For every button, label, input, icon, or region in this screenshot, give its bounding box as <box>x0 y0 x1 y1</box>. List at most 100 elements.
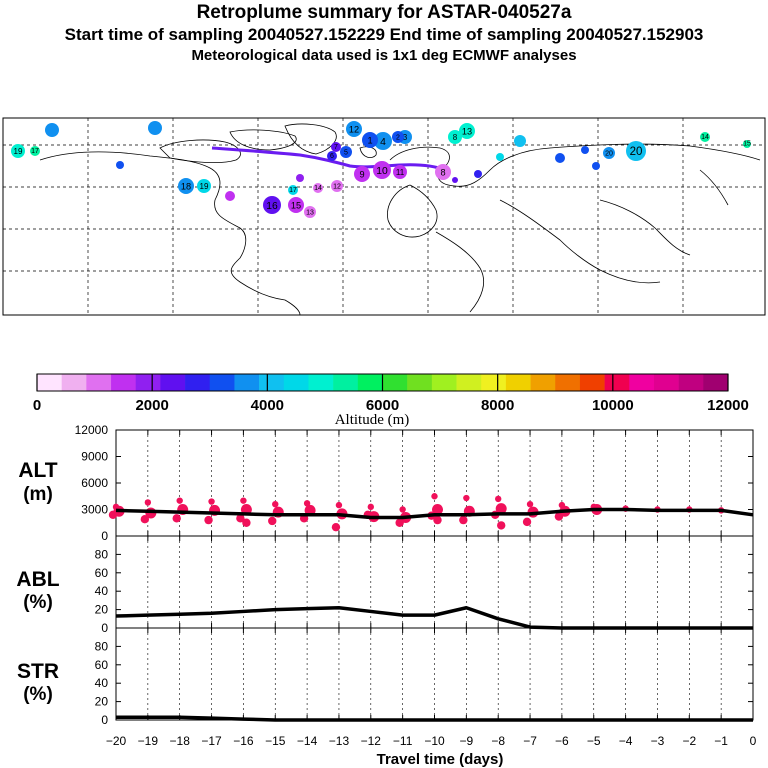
alt-point <box>108 510 118 519</box>
alt-point <box>495 495 502 503</box>
colorbar-swatch <box>703 374 729 391</box>
colorbar-swatch <box>505 374 531 391</box>
plume-dot <box>296 174 304 182</box>
colorbar-tick-label: 2000 <box>135 397 168 414</box>
y-tick-label: 40 <box>95 584 109 598</box>
alt-point <box>433 515 442 525</box>
x-tick-label: −7 <box>523 734 537 748</box>
colorbar-swatch <box>37 374 62 391</box>
plume-marker <box>263 196 281 214</box>
plume-dot <box>514 135 526 147</box>
alt-point <box>236 514 245 523</box>
alt-point <box>331 522 341 532</box>
plume-marker <box>700 132 710 142</box>
colorbar-swatch <box>604 374 630 391</box>
plume-marker-label: 4 <box>380 137 386 148</box>
plume-marker <box>373 161 391 179</box>
colorbar-swatch <box>86 374 112 391</box>
x-tick-label: −14 <box>297 734 318 748</box>
y-tick-label: 0 <box>101 621 108 635</box>
plume-marker <box>197 179 211 193</box>
colorbar-tick-label: 4000 <box>251 397 284 414</box>
y-tick-label: 0 <box>101 529 108 543</box>
x-tick-label: −10 <box>424 734 445 748</box>
colorbar-swatch <box>160 374 186 391</box>
panel-label: STR <box>17 660 59 683</box>
alt-point <box>554 512 564 521</box>
plume-marker <box>331 142 341 152</box>
x-tick-label: −15 <box>265 734 286 748</box>
x-tick-label: −13 <box>329 734 350 748</box>
alt-point <box>463 494 470 502</box>
plume-marker <box>626 141 646 161</box>
plume-marker-label: 10 <box>376 166 388 177</box>
colorbar-swatch <box>234 374 260 391</box>
alt-point <box>367 503 374 511</box>
colorbar-tick-label: 6000 <box>366 397 399 414</box>
alt-point <box>240 497 247 504</box>
alt-point <box>459 515 468 525</box>
plume-marker <box>743 140 751 148</box>
panel-label: ALT <box>18 459 57 482</box>
time-series-panels: 030006000900012000ALT(m)020406080ABL(%)0… <box>16 423 756 748</box>
chart-title: Retroplume summary for ASTAR-040527a <box>196 2 572 23</box>
alt-point <box>140 515 150 524</box>
plume-marker-label: 17 <box>31 148 39 155</box>
y-tick-label: 9000 <box>81 450 108 464</box>
x-tick-label: −11 <box>393 734 413 748</box>
colorbar-swatch <box>333 374 359 391</box>
colorbar-label: Altitude (m) <box>335 412 410 428</box>
plume-marker-label: 5 <box>344 150 348 157</box>
x-tick-label: −18 <box>170 734 191 748</box>
plume-marker-label: 13 <box>462 126 472 136</box>
y-tick-label: 3000 <box>81 503 108 517</box>
y-tick-label: 80 <box>95 547 109 561</box>
colorbar-swatch <box>629 374 655 391</box>
plume-marker <box>288 185 298 195</box>
colorbar-swatch <box>407 374 433 391</box>
colorbar-swatch <box>579 374 605 391</box>
plume-marker <box>459 123 475 139</box>
colorbar-swatch <box>678 374 704 391</box>
plume-marker-label: 15 <box>743 141 751 148</box>
alt-point <box>399 506 406 513</box>
plume-trajectory <box>211 146 446 172</box>
x-tick-label: −6 <box>555 734 569 748</box>
colorbar-swatch <box>357 374 383 391</box>
x-tick-label: −4 <box>619 734 633 748</box>
y-tick-label: 60 <box>95 658 109 672</box>
x-tick-label: −20 <box>106 734 127 748</box>
plume-marker <box>304 206 316 218</box>
plume-dot <box>116 161 124 169</box>
plume-marker-label: 12 <box>333 184 341 191</box>
plume-marker <box>327 151 337 161</box>
plume-dot <box>148 121 162 135</box>
alt-point <box>272 501 279 508</box>
plume-marker-label: 16 <box>266 201 278 212</box>
alt-point <box>144 499 152 506</box>
plume-marker-label: 19 <box>14 147 23 156</box>
alt-point <box>431 493 438 500</box>
plume-dot <box>555 153 565 163</box>
plume-marker <box>340 146 352 158</box>
x-tick-label: −17 <box>201 734 222 748</box>
plume-marker-label: 8 <box>440 167 445 177</box>
alt-point <box>172 514 181 523</box>
colorbar-swatch <box>382 374 408 391</box>
plume-marker <box>331 180 343 192</box>
x-tick-label: 0 <box>750 734 757 748</box>
panel-label: ABL <box>16 568 59 591</box>
plume-marker-label: 12 <box>349 124 359 134</box>
alt-point <box>522 517 532 527</box>
plume-marker <box>346 121 362 137</box>
plume-marker <box>362 132 378 148</box>
colorbar-swatch <box>185 374 211 391</box>
colorbar-swatch <box>61 374 87 391</box>
plume-marker-label: 14 <box>314 185 322 192</box>
altitude-colorbar: 0 2000 4000 6000 8000 10000 12000 <box>33 373 749 414</box>
y-tick-label: 6000 <box>81 476 108 490</box>
colorbar-swatch <box>135 374 161 391</box>
colorbar-swatch <box>111 374 137 391</box>
